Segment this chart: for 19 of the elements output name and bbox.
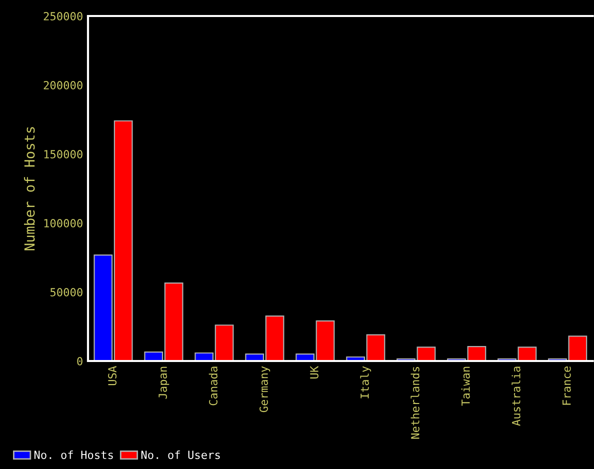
y-tick-label: 150000 [44, 150, 82, 158]
x-tick-label: Italy [360, 366, 372, 398]
legend-label: No. of Hosts [34, 450, 113, 460]
y-tick-label: 200000 [44, 81, 82, 90]
y-tick-label: 50000 [50, 288, 82, 296]
legend-label: No. of Users [141, 450, 220, 460]
y-tick-label: 250000 [44, 12, 82, 20]
x-tick-label: Taiwan [461, 366, 470, 406]
x-tick-label: USA [108, 366, 116, 386]
y-tick-label: 100000 [44, 219, 82, 228]
x-tick-label: France [562, 366, 571, 405]
y-tick-label: 0 [77, 357, 82, 366]
x-tick-label: Canada [208, 366, 218, 406]
x-tick-label: Netherlands [410, 366, 420, 439]
y-axis-title: Number of Hosts [24, 127, 35, 250]
x-tick-label: UK [310, 366, 318, 378]
x-tick-label: Australia [512, 366, 520, 426]
x-tick-label: Japan [158, 366, 170, 399]
x-tick-label: Germany [260, 366, 270, 412]
